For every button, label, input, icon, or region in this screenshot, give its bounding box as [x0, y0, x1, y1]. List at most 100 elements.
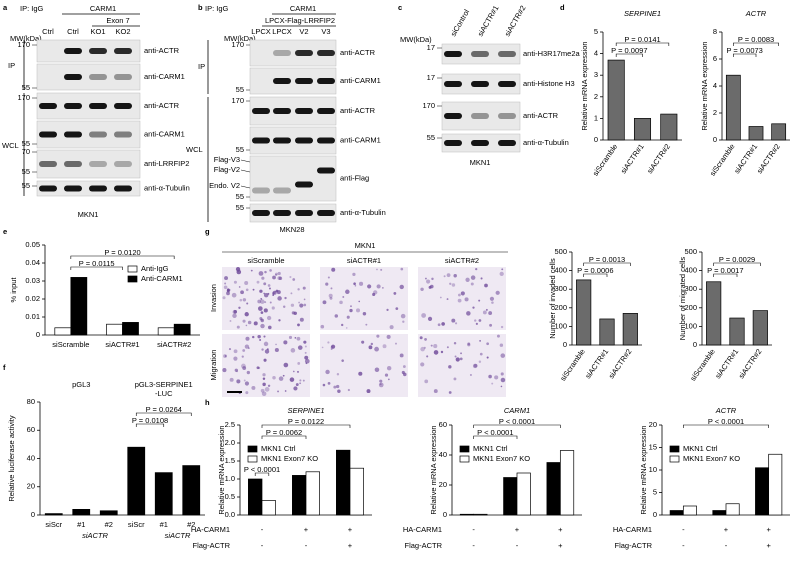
y-tick-label: 8 [713, 27, 717, 36]
cell [223, 285, 228, 290]
y-axis-label: Relative mRNA expression [700, 41, 709, 130]
cell [292, 278, 296, 281]
cell [355, 308, 361, 313]
lane-label: Ctrl [67, 27, 79, 36]
cell [439, 296, 442, 299]
cell [229, 377, 234, 382]
cell [354, 284, 357, 287]
cell [342, 296, 345, 298]
cell [267, 384, 271, 387]
band [295, 78, 313, 84]
mw-label: 17 [427, 43, 435, 52]
p-value: P = 0.0013 [589, 255, 625, 264]
cell [491, 301, 494, 304]
significance-bracket [254, 472, 270, 476]
legend-swatch [669, 455, 680, 463]
cell [242, 298, 247, 302]
y-tick-label: 2.5 [225, 420, 235, 429]
cell [426, 279, 431, 284]
cell [297, 345, 303, 350]
condition-value: + [515, 525, 520, 534]
mw-label: 55 [236, 145, 244, 154]
cell [372, 292, 376, 296]
cell [284, 390, 287, 392]
panel-label: b [198, 3, 203, 12]
cell [500, 353, 506, 358]
y-tick-label: 0 [653, 510, 657, 519]
cell [466, 311, 471, 316]
cell [303, 298, 306, 301]
lane-label: LPCX [272, 27, 292, 36]
cell [267, 325, 272, 330]
cell [358, 300, 361, 303]
cell [473, 363, 478, 368]
condition-value: + [348, 541, 353, 550]
micrograph [222, 267, 310, 330]
cell [500, 325, 504, 329]
band [295, 108, 313, 114]
cell [242, 319, 246, 323]
cell [290, 348, 296, 353]
y-tick-label: 0.05 [25, 240, 40, 249]
p-value: P = 0.0141 [624, 35, 660, 44]
y-tick-label: 6 [713, 54, 717, 63]
cell [382, 344, 387, 349]
x-tick-label: siScramble [688, 347, 717, 383]
y-tick-label: 0 [713, 135, 717, 144]
cell [264, 349, 270, 354]
cell [457, 298, 462, 303]
legend-swatch [247, 445, 258, 453]
antibody-label: anti-ACTR [340, 106, 376, 115]
cell [448, 391, 452, 394]
image-row: Invasion [209, 284, 218, 312]
band [317, 210, 335, 216]
bar [106, 323, 123, 336]
cell [224, 282, 227, 285]
band [252, 137, 270, 144]
cell [437, 323, 441, 327]
mw-title: MW(kDa) [10, 34, 42, 43]
cell [252, 288, 255, 291]
cell [222, 368, 227, 373]
band [498, 113, 516, 119]
cell [496, 334, 500, 338]
legend-swatch [459, 455, 470, 463]
panel-label: c [398, 3, 402, 12]
band [273, 108, 291, 114]
bar [752, 310, 768, 346]
cell [352, 272, 356, 276]
cell [499, 271, 504, 277]
condition-name: Flag-ACTR [192, 541, 230, 550]
cell [423, 346, 426, 349]
y-tick-label: 0 [563, 340, 567, 349]
band [444, 113, 462, 119]
legend-swatch [669, 445, 680, 453]
y-tick-label: 200 [684, 303, 697, 312]
cell [251, 385, 256, 390]
bar [768, 453, 783, 516]
cell [257, 334, 261, 339]
cell [484, 283, 488, 288]
cell [358, 371, 363, 376]
cell [480, 277, 483, 280]
cell [290, 292, 293, 295]
bar [173, 323, 191, 336]
cell [272, 275, 276, 280]
cell [359, 281, 364, 286]
cell [268, 287, 271, 290]
significance-bracket [70, 255, 175, 259]
cell [327, 341, 330, 344]
band [498, 81, 516, 87]
band [317, 108, 335, 114]
significance-bracket [733, 42, 779, 46]
x-tick-label: #1 [77, 520, 85, 529]
y-axis-label: Number of invaded cells [548, 258, 557, 339]
cell [446, 298, 449, 301]
section-label: WCL [186, 145, 203, 154]
y-tick-label: 500 [684, 247, 697, 256]
band [39, 103, 57, 109]
p-value: P = 0.0097 [611, 46, 647, 55]
cell [259, 339, 262, 341]
y-tick-label: 500 [554, 247, 567, 256]
cell [474, 319, 477, 322]
